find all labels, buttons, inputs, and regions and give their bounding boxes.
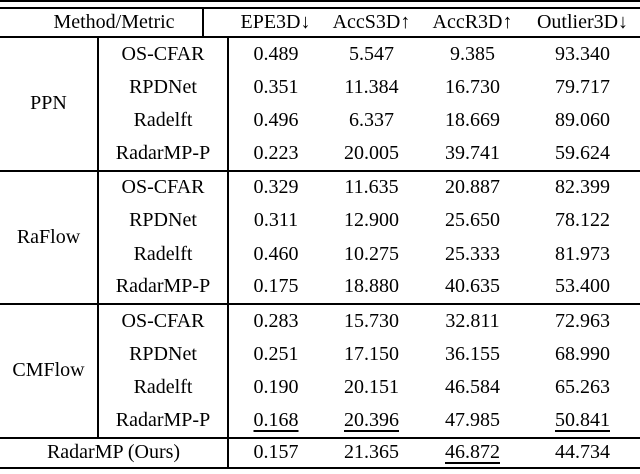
value-cell-epe3d: 0.283 bbox=[253, 309, 299, 332]
table-row: RPDNet 0.251 17.150 36.155 68.990 bbox=[0, 337, 640, 371]
value-cell-accr3d: 32.811 bbox=[445, 309, 500, 332]
table-row: Radelft 0.496 6.337 18.669 89.060 bbox=[0, 103, 640, 138]
method-label: RadarMP-P bbox=[98, 137, 229, 171]
value-cell-outlier3d: 50.841 bbox=[555, 408, 610, 431]
value-cell-accr3d: 9.385 bbox=[450, 42, 495, 65]
value-cell-outlier3d: 79.717 bbox=[555, 75, 610, 98]
value-cell-accs3d: 12.900 bbox=[344, 209, 399, 232]
value-cell-accr3d: 47.985 bbox=[445, 408, 500, 431]
method-label: OS-CFAR bbox=[98, 304, 229, 338]
value-cell-epe3d: 0.168 bbox=[253, 408, 299, 431]
group-cmflow: CMFlow OS-CFAR 0.283 15.730 32.811 72.963 RPDN… bbox=[0, 304, 640, 438]
table-row: CMFlow OS-CFAR 0.283 15.730 32.811 72.963 bbox=[0, 304, 640, 438]
header-column-divider bbox=[202, 9, 204, 36]
value-cell-outlier3d: 93.340 bbox=[555, 42, 610, 65]
value-cell-outlier3d: 82.399 bbox=[555, 176, 610, 199]
group-label: PPN bbox=[0, 37, 99, 171]
method-label: Radelft bbox=[98, 103, 229, 138]
table-row: RadarMP-P 0.168 20.396 47.985 50.841 bbox=[0, 404, 640, 438]
value-cell-outlier3d: 89.060 bbox=[555, 108, 610, 131]
value-cell-accs3d: 11.384 bbox=[344, 75, 399, 98]
value-cell-outlier3d: 53.400 bbox=[555, 275, 610, 298]
group-ppn: PPN OS-CFAR 0.489 5.547 9.385 93.340 RPDNet 0.3… bbox=[0, 37, 640, 171]
value-cell-epe3d: 0.329 bbox=[253, 176, 299, 199]
top-rule-1 bbox=[0, 0, 640, 2]
table-row: PPN OS-CFAR 0.489 5.547 9.385 93.340 bbox=[0, 37, 640, 171]
group-label: CMFlow bbox=[0, 304, 99, 438]
col-header-accr3d: AccR3D↑ bbox=[432, 11, 513, 33]
value-cell-epe3d: 0.496 bbox=[253, 108, 299, 131]
value-cell-outlier3d: 81.973 bbox=[555, 242, 610, 265]
table-row: RadarMP-P 0.175 18.880 40.635 53.400 bbox=[0, 270, 640, 305]
footer-section: RadarMP (Ours) 0.157 21.365 46.872 44.734 bbox=[0, 437, 640, 468]
value-cell-outlier3d: 65.263 bbox=[555, 376, 610, 399]
method-label: RadarMP-P bbox=[98, 404, 229, 438]
method-metric-header: Method/Metric bbox=[53, 11, 175, 33]
value-cell-epe3d: 0.223 bbox=[253, 141, 299, 164]
table-row: Radelft 0.460 10.275 25.333 81.973 bbox=[0, 237, 640, 271]
col-header-outlier3d: Outlier3D↓ bbox=[536, 11, 629, 33]
value-cell-epe3d: 0.460 bbox=[253, 242, 299, 265]
table-header: Method/Metric EPE3D↓ AccS3D↑ AccR3D↑ Out… bbox=[0, 9, 640, 37]
value-cell-accr3d: 46.584 bbox=[445, 376, 500, 399]
table-row: RaFlow OS-CFAR 0.329 11.635 20.887 82.399 bbox=[0, 170, 640, 305]
method-label: RPDNet bbox=[98, 70, 229, 104]
table-row: Radelft 0.190 20.151 46.584 65.263 bbox=[0, 370, 640, 405]
value-cell-accs3d: 18.880 bbox=[344, 275, 399, 298]
results-table: Method/Metric EPE3D↓ AccS3D↑ AccR3D↑ Out… bbox=[0, 9, 640, 469]
method-label: RadarMP-P bbox=[98, 270, 229, 305]
value-cell-accr3d: 36.155 bbox=[445, 342, 500, 365]
value-cell-accr3d: 25.333 bbox=[445, 242, 500, 265]
value-cell-accr3d: 40.635 bbox=[445, 275, 500, 298]
value-cell-accr3d: 25.650 bbox=[445, 209, 500, 232]
footer-row: RadarMP (Ours) 0.157 21.365 46.872 44.734 bbox=[0, 437, 640, 468]
value-cell-accs3d: 20.151 bbox=[344, 376, 399, 399]
value-cell-outlier3d: 72.963 bbox=[555, 309, 610, 332]
value-cell-accs3d: 20.005 bbox=[344, 141, 399, 164]
col-header-epe3d: EPE3D↓ bbox=[240, 11, 311, 33]
value-cell-outlier3d: 78.122 bbox=[555, 209, 610, 232]
value-cell-epe3d: 0.175 bbox=[253, 275, 299, 298]
value-cell-accs3d: 15.730 bbox=[344, 309, 399, 332]
value-cell-accr3d: 20.887 bbox=[445, 176, 500, 199]
value-cell-epe3d: 0.157 bbox=[253, 441, 299, 464]
table-row: RadarMP-P 0.223 20.005 39.741 59.624 bbox=[0, 137, 640, 171]
value-cell-epe3d: 0.489 bbox=[253, 42, 299, 65]
header-row: Method/Metric EPE3D↓ AccS3D↑ AccR3D↑ Out… bbox=[0, 9, 640, 37]
value-cell-accr3d: 39.741 bbox=[445, 141, 500, 164]
value-cell-outlier3d: 59.624 bbox=[555, 141, 610, 164]
value-cell-accr3d: 18.669 bbox=[445, 108, 500, 131]
value-cell-epe3d: 0.190 bbox=[253, 376, 299, 399]
table-row: RPDNet 0.351 11.384 16.730 79.717 bbox=[0, 70, 640, 104]
value-cell-outlier3d: 68.990 bbox=[555, 342, 610, 365]
value-cell-accs3d: 10.275 bbox=[344, 242, 399, 265]
value-cell-outlier3d: 44.734 bbox=[555, 441, 610, 464]
value-cell-accs3d: 11.635 bbox=[344, 176, 399, 199]
col-header-accs3d: AccS3D↑ bbox=[332, 11, 411, 33]
footer-method-label: RadarMP (Ours) bbox=[0, 437, 229, 468]
group-label: RaFlow bbox=[0, 170, 99, 305]
group-raflow: RaFlow OS-CFAR 0.329 11.635 20.887 82.399 RPDN… bbox=[0, 170, 640, 305]
value-cell-accs3d: 21.365 bbox=[344, 441, 399, 464]
top-rule-2 bbox=[0, 7, 640, 9]
value-cell-accs3d: 17.150 bbox=[344, 342, 399, 365]
value-cell-accs3d: 5.547 bbox=[349, 42, 394, 65]
method-label: OS-CFAR bbox=[98, 37, 229, 71]
method-label: Radelft bbox=[98, 237, 229, 271]
method-label: OS-CFAR bbox=[98, 170, 229, 204]
value-cell-accs3d: 20.396 bbox=[344, 408, 399, 431]
method-label: RPDNet bbox=[98, 337, 229, 371]
value-cell-epe3d: 0.251 bbox=[253, 342, 299, 365]
method-label: RPDNet bbox=[98, 203, 229, 238]
value-cell-epe3d: 0.351 bbox=[253, 75, 299, 98]
method-label: Radelft bbox=[98, 370, 229, 405]
value-cell-accr3d: 16.730 bbox=[445, 75, 500, 98]
value-cell-accr3d: 46.872 bbox=[445, 441, 500, 464]
value-cell-epe3d: 0.311 bbox=[253, 209, 299, 232]
value-cell-accs3d: 6.337 bbox=[349, 108, 394, 131]
table-row: RPDNet 0.311 12.900 25.650 78.122 bbox=[0, 203, 640, 238]
